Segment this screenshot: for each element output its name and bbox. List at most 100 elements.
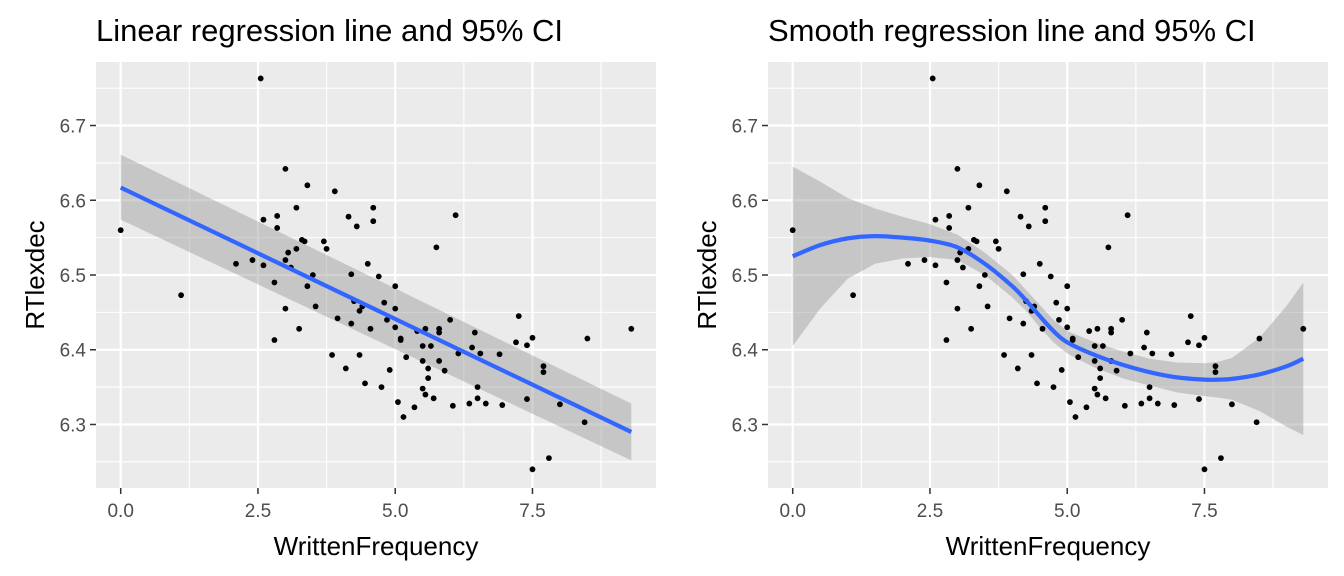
data-point	[353, 223, 360, 230]
data-point	[1025, 223, 1032, 230]
data-point	[419, 385, 426, 392]
y-tick-label: 6.7	[732, 117, 758, 138]
data-point	[1036, 260, 1043, 267]
data-point	[378, 384, 385, 391]
x-axis-title: WrittenFrequency	[946, 531, 1151, 561]
data-point	[1229, 401, 1235, 408]
data-point	[929, 75, 936, 82]
data-point	[540, 363, 547, 370]
data-point	[395, 399, 401, 405]
data-point	[1105, 244, 1112, 251]
data-point	[436, 329, 443, 336]
data-point	[441, 367, 448, 374]
data-point	[965, 204, 972, 211]
data-point	[1127, 350, 1134, 357]
data-point	[932, 216, 939, 223]
x-tick-label: 7.5	[1191, 501, 1217, 522]
data-point	[1196, 342, 1202, 349]
data-point	[1154, 400, 1161, 407]
data-point	[946, 225, 953, 231]
data-point	[260, 216, 267, 223]
data-point	[1168, 351, 1175, 358]
data-point	[1020, 271, 1027, 278]
data-point	[1187, 313, 1194, 320]
data-point	[1201, 334, 1208, 341]
data-point	[474, 384, 481, 391]
data-point	[1102, 395, 1109, 402]
data-point	[345, 213, 352, 220]
data-point	[524, 342, 530, 349]
data-point	[471, 329, 478, 336]
data-point	[274, 213, 281, 219]
data-point	[1064, 283, 1071, 290]
data-point	[257, 75, 264, 82]
data-point	[1003, 188, 1010, 195]
data-point	[384, 316, 390, 323]
data-point	[1017, 213, 1024, 220]
regression-line	[791, 234, 1305, 382]
y-tick-label: 6.6	[732, 191, 758, 212]
data-point	[233, 260, 239, 267]
data-point	[1113, 367, 1120, 374]
data-point	[540, 369, 547, 376]
data-point	[1034, 380, 1040, 387]
data-point	[419, 358, 426, 364]
data-point	[1069, 337, 1076, 343]
data-point	[946, 213, 953, 219]
data-point	[529, 334, 536, 341]
data-point	[433, 244, 440, 251]
data-point	[1212, 363, 1219, 370]
data-point	[1097, 375, 1104, 382]
data-point	[1108, 329, 1115, 336]
data-point	[430, 395, 437, 402]
data-point	[1119, 316, 1126, 323]
data-point	[293, 245, 300, 252]
data-point	[905, 260, 911, 267]
data-point	[367, 325, 374, 332]
data-point	[1020, 320, 1027, 327]
data-point	[1075, 354, 1082, 361]
data-point	[1212, 369, 1219, 376]
data-point	[1042, 218, 1049, 225]
data-point	[1253, 419, 1260, 426]
data-point	[296, 325, 303, 332]
data-point	[1094, 391, 1101, 398]
data-points	[789, 75, 1307, 473]
data-point	[381, 299, 388, 306]
data-point	[992, 238, 999, 245]
data-point	[1138, 400, 1145, 407]
data-point	[334, 315, 341, 322]
x-tick-label: 5.0	[1054, 501, 1080, 522]
data-points	[117, 75, 635, 473]
data-point	[1014, 365, 1021, 372]
x-tick-label: 5.0	[382, 501, 408, 522]
data-point	[1146, 384, 1153, 391]
data-point	[1201, 466, 1208, 473]
data-point	[397, 337, 404, 343]
data-point	[274, 225, 281, 231]
data-point	[1141, 344, 1147, 351]
data-point	[1091, 385, 1098, 392]
data-point	[282, 165, 289, 172]
data-point	[348, 271, 355, 278]
data-point	[342, 365, 349, 372]
data-point	[1064, 305, 1071, 312]
data-point	[1121, 402, 1128, 409]
data-point	[496, 351, 503, 358]
data-point	[581, 419, 588, 426]
data-point	[425, 365, 432, 372]
data-point	[301, 238, 308, 245]
data-point	[422, 325, 429, 332]
data-point	[449, 402, 456, 409]
data-point	[1091, 358, 1098, 364]
data-point	[386, 367, 393, 373]
grid-lines	[768, 62, 1328, 488]
data-point	[973, 238, 980, 245]
data-point	[282, 257, 289, 263]
data-point	[921, 257, 928, 263]
y-tick-label: 6.3	[732, 415, 758, 436]
y-tick-label: 6.5	[60, 266, 86, 287]
x-tick-label: 0.0	[107, 501, 133, 522]
x-tick-label: 2.5	[917, 501, 943, 522]
